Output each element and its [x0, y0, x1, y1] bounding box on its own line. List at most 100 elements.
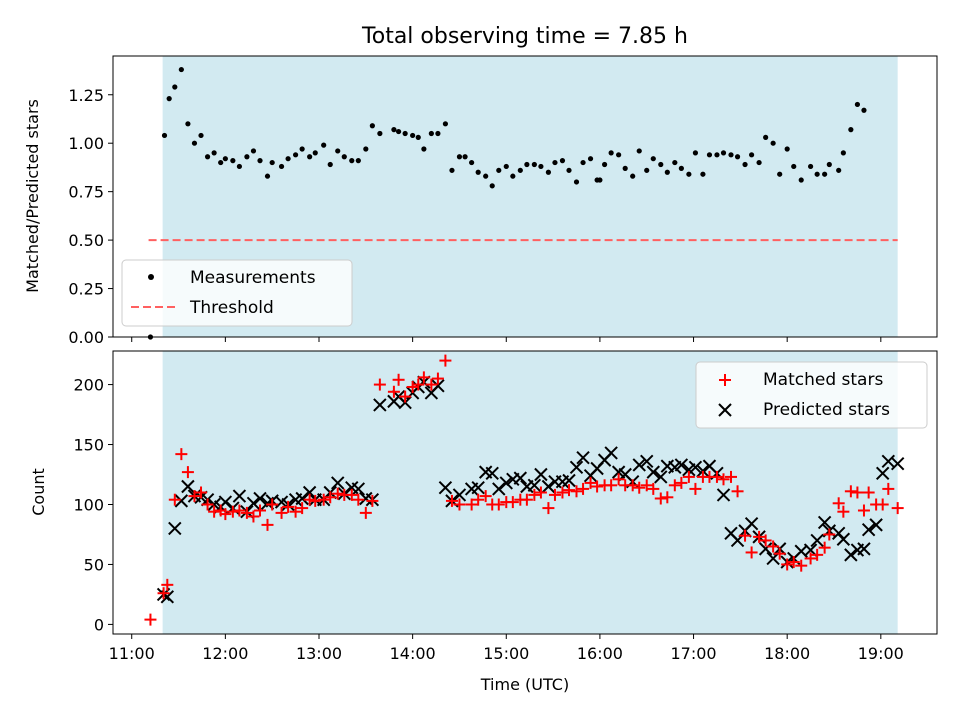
predicted-stars-point: [373, 398, 387, 412]
measurement-point: [756, 159, 762, 166]
measurement-point: [650, 156, 656, 162]
matched-stars-point: [233, 504, 246, 517]
matched-stars-point: [811, 548, 824, 561]
matched-stars-point: [876, 498, 889, 511]
matched-stars-point: [144, 613, 157, 626]
measurement-point: [700, 171, 706, 177]
matched-stars-point: [675, 476, 688, 489]
measurement-point: [566, 167, 572, 173]
matched-stars-point: [612, 473, 625, 486]
matched-stars-point: [439, 354, 452, 367]
predicted-stars-point: [758, 542, 773, 556]
measurement-point: [236, 163, 243, 170]
predicted-stars-point: [875, 466, 890, 481]
measurement-point: [191, 140, 198, 146]
measurement-point: [692, 150, 699, 156]
measurement-point: [658, 161, 664, 168]
x-tick-label: 12:00: [202, 644, 248, 663]
predicted-stars-point: [541, 479, 556, 494]
matched-stars-point: [882, 482, 895, 495]
matched-stars-point: [472, 493, 485, 506]
matched-stars-point: [759, 534, 772, 547]
matched-stars-point: [534, 486, 547, 499]
measurement-point: [292, 152, 299, 158]
matched-stars-point: [431, 372, 444, 385]
measurement-point: [791, 163, 797, 170]
top-y-ticks: 0.00 0.25 0.50 0.75 1.00 1.25: [68, 86, 113, 347]
bottom-legend-box: [695, 361, 928, 429]
measurement-point: [601, 161, 608, 168]
measurement-point: [580, 159, 586, 166]
matched-stars-point: [844, 485, 857, 498]
measurement-point: [664, 169, 670, 175]
matched-stars-point: [633, 481, 646, 494]
matched-stars-point: [837, 505, 850, 518]
matched-stars-point: [823, 528, 836, 541]
measurement-point: [185, 121, 191, 127]
matched-stars-point: [387, 385, 400, 398]
legend-measurements-marker: [148, 274, 154, 280]
measurement-point: [616, 152, 622, 158]
matched-stars-point: [352, 493, 365, 506]
measurement-point: [636, 148, 642, 154]
predicted-stars-point: [438, 480, 453, 495]
matched-stars-point: [317, 493, 330, 506]
measurement-point: [622, 165, 628, 171]
legend-matched-marker: [719, 374, 731, 386]
measurement-point: [172, 84, 178, 90]
y-tick-label: 1.00: [68, 134, 104, 153]
predicted-stars-point: [431, 379, 445, 393]
matched-stars-point: [710, 470, 723, 483]
matched-stars-point: [201, 498, 214, 511]
measurement-point: [377, 130, 383, 137]
matched-stars-point: [506, 496, 519, 509]
matched-stars-point: [804, 552, 817, 565]
matched-stars-point: [247, 510, 260, 523]
matched-stars-point: [767, 540, 780, 553]
measurement-point: [483, 173, 489, 179]
bottom-panel: 0 50 100 150 200 11:00 12:00 13:00 14:00 15:00 16…: [29, 350, 938, 694]
matched-stars-point: [425, 378, 438, 391]
matched-stars-point: [753, 530, 766, 543]
measurement-point: [559, 158, 566, 164]
y-tick-label: 0.50: [68, 231, 104, 250]
measurement-point: [269, 159, 275, 166]
matched-stars-point: [161, 578, 174, 591]
measurement-point: [312, 150, 318, 156]
measurement-point: [503, 163, 509, 170]
matched-stars-point: [188, 490, 201, 503]
matched-stars-point: [296, 502, 309, 515]
measurement-point: [204, 154, 211, 160]
predicted-stars-point: [452, 488, 467, 502]
matched-stars-point: [309, 494, 322, 507]
predicted-stars-point: [232, 489, 247, 503]
top-y-axis-label: Matched/Predicted stars: [23, 99, 42, 293]
matched-stars-point: [548, 488, 561, 501]
matched-stars-point: [584, 476, 597, 489]
matched-stars-point: [412, 378, 425, 391]
legend-measurements-label: Measurements: [190, 268, 316, 288]
bottom-y-axis-label: Count: [29, 468, 48, 516]
measurement-point: [335, 148, 341, 154]
predicted-stars-point: [295, 491, 309, 506]
predicted-stars-point: [817, 515, 832, 530]
predicted-stars-point: [253, 491, 267, 506]
x-tick-label: 19:00: [858, 644, 904, 663]
matched-stars-point: [654, 492, 667, 505]
matched-stars-point: [605, 479, 618, 492]
measurement-point: [742, 161, 748, 168]
matched-stars-point: [303, 493, 316, 506]
matched-stars-point: [261, 518, 274, 531]
x-axis-label: Time (UTC): [480, 675, 569, 694]
predicted-stars-point: [513, 471, 528, 485]
matched-stars-point: [168, 493, 181, 506]
matched-stars-point: [254, 504, 267, 517]
measurement-point: [686, 171, 692, 177]
predicted-stars-point: [716, 488, 731, 502]
predicted-stars-point: [857, 542, 871, 556]
measurement-point: [672, 159, 678, 166]
predicted-stars-point: [744, 516, 759, 531]
matched-stars-point: [851, 486, 864, 499]
x-tick-label: 15:00: [483, 644, 529, 663]
matched-stars-point: [689, 482, 702, 495]
